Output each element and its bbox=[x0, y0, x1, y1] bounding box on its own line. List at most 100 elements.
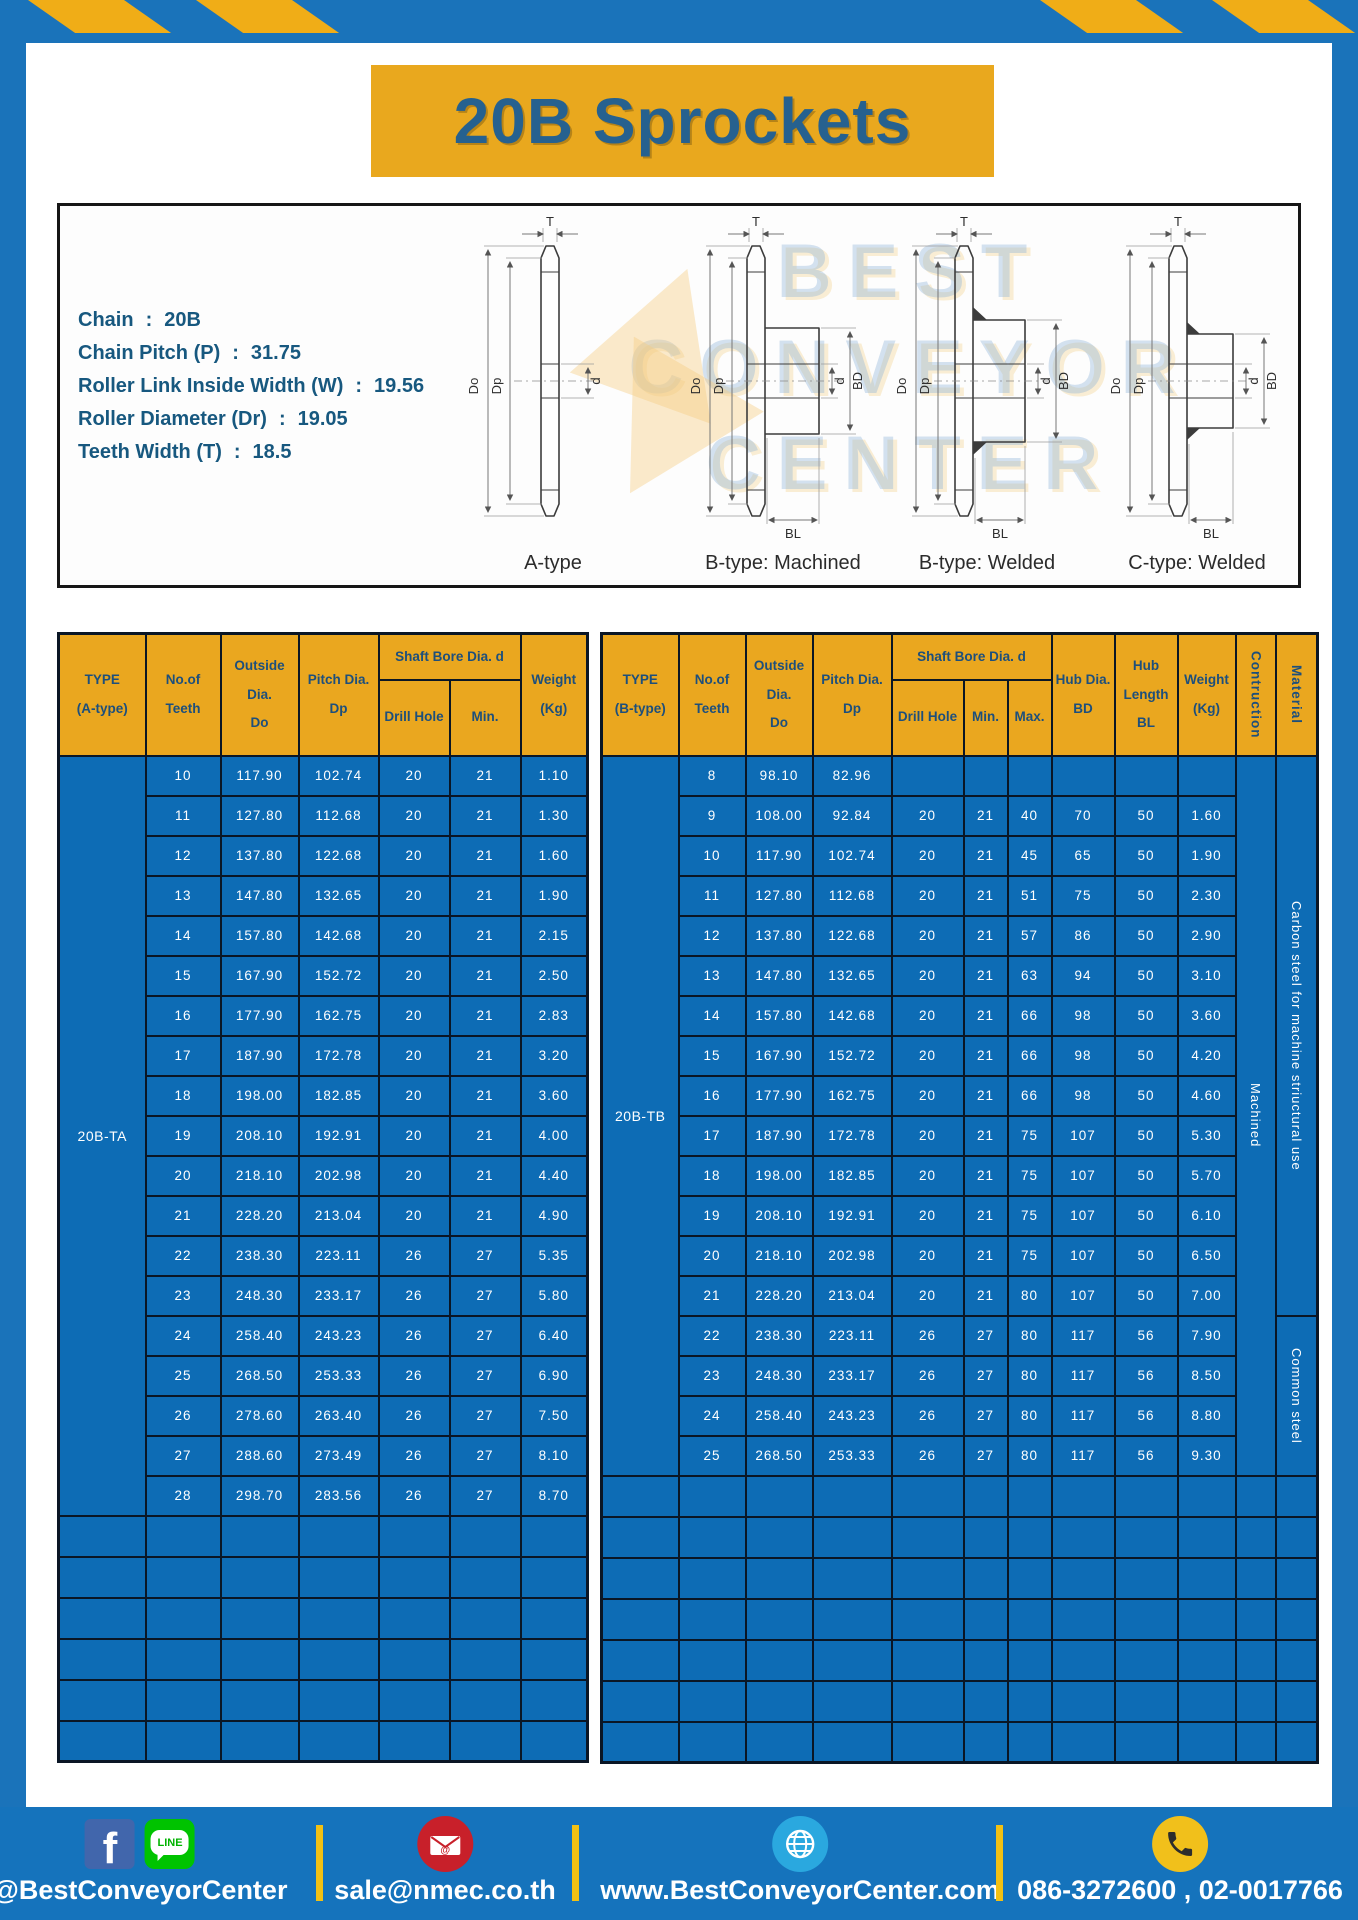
table-row: 14 157.80 142.68 20 21 2.15 bbox=[59, 914, 589, 957]
table-cell: 157.80 bbox=[219, 914, 300, 957]
footer-phone-text[interactable]: 086-3272600 , 02-0017766 bbox=[1017, 1875, 1343, 1905]
table-cell: 298.70 bbox=[219, 1474, 300, 1517]
empty-cell bbox=[1274, 1679, 1319, 1723]
table-cell: 4.40 bbox=[519, 1154, 589, 1197]
empty-cell bbox=[1006, 1556, 1053, 1600]
table-cell: 21 bbox=[962, 1234, 1009, 1277]
table-cell: 10 bbox=[144, 754, 222, 797]
table-cell: 4.00 bbox=[519, 1114, 589, 1157]
table-cell: 18 bbox=[144, 1074, 222, 1117]
footer: f LINE @BestConveyorCenter @ sale@nmec.c… bbox=[0, 1807, 1358, 1920]
table-cell: 21 bbox=[962, 1074, 1009, 1117]
dim-label-bd: BD bbox=[1056, 372, 1071, 390]
table-cell: 3.10 bbox=[1176, 954, 1237, 997]
table-cell: 187.90 bbox=[219, 1034, 300, 1077]
empty-table-row bbox=[600, 1556, 1319, 1600]
table-cell: 142.68 bbox=[297, 914, 380, 957]
empty-cell bbox=[297, 1555, 380, 1599]
dim-label-do: Do bbox=[1108, 378, 1123, 395]
table-cell: 4.90 bbox=[519, 1194, 589, 1237]
table-cell: 19 bbox=[677, 1194, 747, 1237]
table-cell: 238.30 bbox=[219, 1234, 300, 1277]
empty-cell bbox=[677, 1556, 747, 1600]
table-cell: 20 bbox=[890, 874, 965, 917]
table-cell: 9 bbox=[677, 794, 747, 837]
facebook-icon[interactable]: f bbox=[85, 1819, 135, 1870]
phone-icon[interactable] bbox=[1151, 1816, 1208, 1872]
table-cell: 21 bbox=[144, 1194, 222, 1237]
empty-cell bbox=[57, 1719, 147, 1763]
table-cell: 50 bbox=[1113, 1154, 1179, 1197]
col-header-min: Min. bbox=[962, 678, 1009, 757]
empty-cell bbox=[144, 1678, 222, 1722]
empty-cell bbox=[1006, 1515, 1053, 1559]
table-cell: 218.10 bbox=[744, 1234, 814, 1277]
table-cell: 228.20 bbox=[744, 1274, 814, 1317]
table-cell: 12 bbox=[144, 834, 222, 877]
table-cell: 66 bbox=[1006, 1074, 1053, 1117]
table-cell: 56 bbox=[1113, 1354, 1179, 1397]
table-cell: 27 bbox=[448, 1434, 522, 1477]
empty-cell bbox=[1050, 1638, 1116, 1682]
table-cell: 3.20 bbox=[519, 1034, 589, 1077]
empty-cell bbox=[144, 1596, 222, 1640]
table-cell: 75 bbox=[1006, 1194, 1053, 1237]
table-cell: 8.70 bbox=[519, 1474, 589, 1517]
table-cell: 40 bbox=[1006, 794, 1053, 837]
table-row: 24 258.40 243.23 26 27 6.40 bbox=[59, 1314, 589, 1357]
table-cell: 2.83 bbox=[519, 994, 589, 1037]
empty-cell bbox=[1050, 1597, 1116, 1641]
watermark-text: BEST bbox=[776, 229, 1044, 314]
globe-icon[interactable] bbox=[771, 1816, 828, 1872]
sprocket-drawing-b-welded: Do Dp T d BD BL bbox=[894, 216, 1071, 541]
table-cell: 21 bbox=[962, 1154, 1009, 1197]
email-icon[interactable]: @ bbox=[417, 1816, 473, 1872]
table-cell: 27 bbox=[448, 1274, 522, 1317]
empty-cell bbox=[811, 1597, 893, 1641]
table-cell: 27 bbox=[448, 1394, 522, 1437]
table-cell: 253.33 bbox=[297, 1354, 380, 1397]
dim-label-dp: Dp bbox=[711, 378, 726, 395]
table-cell: 20 bbox=[377, 1074, 451, 1117]
dim-label-do: Do bbox=[466, 378, 481, 395]
footer-website: www.BestConveyorCenter.com bbox=[600, 1807, 1000, 1920]
empty-cell bbox=[448, 1596, 522, 1640]
empty-cell bbox=[811, 1556, 893, 1600]
line-icon[interactable]: LINE bbox=[145, 1819, 195, 1869]
empty-cell bbox=[677, 1515, 747, 1559]
table-cell: 21 bbox=[962, 1114, 1009, 1157]
table-row: 20 218.10 202.98 20 21 75 107 50 6.50 bbox=[602, 1234, 1318, 1277]
table-row: 18 198.00 182.85 20 21 3.60 bbox=[59, 1074, 589, 1117]
col-header-material: Material bbox=[1274, 632, 1319, 757]
table-cell: 253.33 bbox=[811, 1434, 893, 1477]
footer-email-text[interactable]: sale@nmec.co.th bbox=[334, 1875, 556, 1905]
table-cell: 102.74 bbox=[811, 834, 893, 877]
table-cell: 50 bbox=[1113, 1074, 1179, 1117]
empty-cell bbox=[519, 1637, 589, 1681]
diagram-panel: BEST CONVEYOR CENTER Chain:20B Chain Pit… bbox=[57, 203, 1301, 588]
dim-label-bl: BL bbox=[992, 526, 1008, 541]
empty-cell bbox=[600, 1474, 680, 1518]
table-row: 12 137.80 122.68 20 21 57 86 50 2.90 bbox=[602, 914, 1318, 957]
table-cell: 80 bbox=[1006, 1354, 1053, 1397]
col-header-teeth: No.of Teeth bbox=[144, 632, 222, 757]
table-cell: 5.70 bbox=[1176, 1154, 1237, 1197]
table-row: 27 288.60 273.49 26 27 8.10 bbox=[59, 1434, 589, 1477]
table-cell: 98.10 bbox=[744, 754, 814, 797]
decor-stripe bbox=[1212, 0, 1356, 33]
empty-cell bbox=[744, 1720, 814, 1764]
table-cell: 213.04 bbox=[297, 1194, 380, 1237]
table-cell: 75 bbox=[1006, 1234, 1053, 1277]
empty-cell bbox=[448, 1514, 522, 1558]
empty-cell bbox=[297, 1514, 380, 1558]
table-cell: 223.11 bbox=[297, 1234, 380, 1277]
table-cell: 208.10 bbox=[219, 1114, 300, 1157]
footer-social-handle[interactable]: @BestConveyorCenter bbox=[0, 1875, 288, 1905]
empty-cell bbox=[1113, 1638, 1179, 1682]
table-cell: 15 bbox=[144, 954, 222, 997]
table-cell: 20 bbox=[890, 794, 965, 837]
table-row: 20B-TB 8 98.10 82.96 Machined Carbon steel fo… bbox=[600, 754, 1319, 1477]
footer-website-text[interactable]: www.BestConveyorCenter.com bbox=[600, 1875, 1000, 1905]
table-cell: 50 bbox=[1113, 954, 1179, 997]
table-cell: 25 bbox=[677, 1434, 747, 1477]
